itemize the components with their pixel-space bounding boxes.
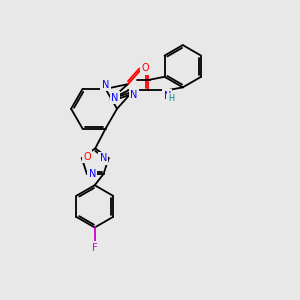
Text: N: N — [164, 91, 171, 101]
Text: F: F — [92, 243, 98, 253]
Text: N: N — [100, 153, 107, 163]
Text: H: H — [168, 94, 174, 103]
Text: O: O — [142, 63, 149, 73]
Text: N: N — [88, 169, 96, 179]
Text: O: O — [142, 63, 149, 73]
Text: O: O — [83, 152, 91, 162]
Text: N: N — [111, 93, 119, 103]
Text: N: N — [130, 90, 137, 100]
Text: N: N — [102, 80, 109, 90]
